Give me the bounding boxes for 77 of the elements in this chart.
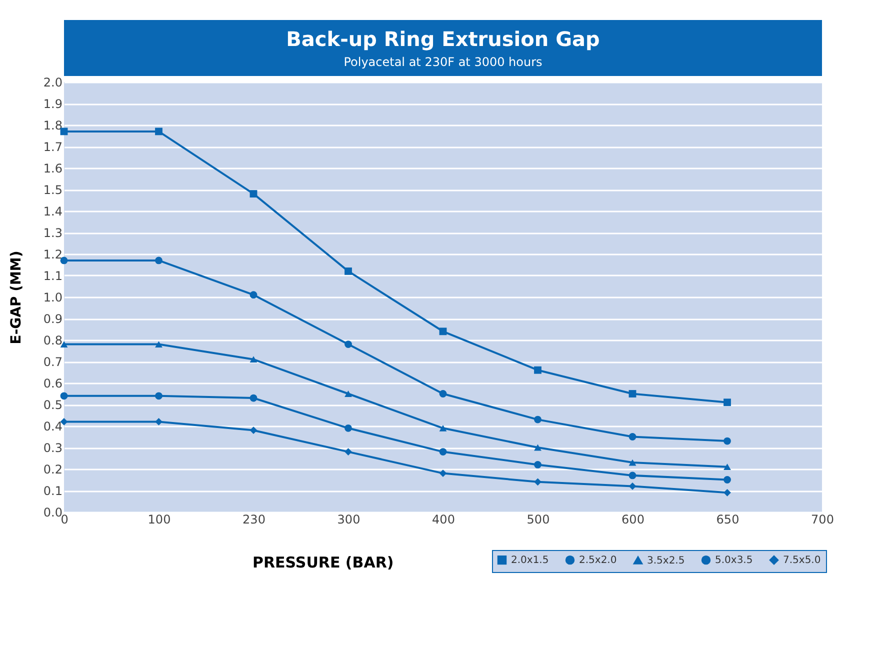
- point: [439, 390, 447, 398]
- y-tick-label: 0.8: [43, 334, 62, 348]
- point: [155, 392, 162, 400]
- point: [344, 267, 352, 275]
- y-tick-label: 0.0: [43, 506, 62, 520]
- point: [155, 128, 162, 136]
- point: [534, 478, 542, 486]
- y-tick-label: 1.4: [43, 204, 62, 218]
- y-tick-label: 1.2: [43, 248, 62, 262]
- point: [439, 424, 447, 432]
- y-tick-label: 1.6: [43, 162, 62, 176]
- point: [534, 444, 542, 451]
- x-tick-label: 100: [148, 512, 171, 526]
- y-tick-label: 0.1: [43, 484, 62, 498]
- y-tick-label: 0.3: [43, 441, 62, 455]
- point: [250, 356, 258, 363]
- point: [628, 482, 636, 490]
- x-tick-label: 600: [622, 512, 644, 526]
- point: [628, 459, 636, 466]
- point: [155, 256, 162, 264]
- point: [250, 291, 258, 299]
- x-tick-label: 700: [811, 512, 834, 526]
- point: [439, 470, 447, 478]
- point: [344, 340, 352, 348]
- point: [155, 418, 162, 426]
- point: [439, 448, 447, 456]
- legend-label: 2.5x2.0: [579, 555, 617, 566]
- legend-label: 3.5x2.5: [647, 555, 685, 566]
- y-tick-label: 0.2: [43, 462, 62, 476]
- point: [344, 424, 352, 432]
- y-tick-label: 1.9: [43, 97, 62, 111]
- point: [60, 392, 68, 400]
- point: [60, 256, 68, 264]
- point: [439, 328, 447, 336]
- point: [250, 394, 258, 402]
- chart-title: Back-up Ring Extrusion Gap: [286, 27, 600, 51]
- point: [60, 128, 68, 136]
- point: [534, 416, 542, 424]
- legend-label: 7.5x5.0: [783, 555, 821, 566]
- point: [344, 448, 352, 456]
- point: [724, 488, 731, 496]
- y-tick-label: 0.5: [43, 398, 62, 412]
- point: [250, 190, 258, 198]
- point: [344, 390, 352, 397]
- chart-subtitle: Polyacetal at 230F at 3000 hours: [344, 55, 542, 69]
- point: [250, 426, 258, 434]
- legend-label: 5.0x3.5: [715, 555, 753, 566]
- y-tick-label: 1.1: [43, 269, 62, 283]
- y-tick-label: 1.7: [43, 140, 62, 154]
- point: [724, 464, 731, 470]
- point: [534, 366, 542, 374]
- y-tick-label: 1.0: [43, 290, 62, 304]
- y-tick-label: 0.7: [43, 355, 62, 369]
- y-tick-label: 0.6: [43, 376, 62, 390]
- point: [534, 461, 542, 468]
- point: [155, 341, 162, 348]
- y-tick-label: 2.0: [43, 76, 62, 90]
- point: [724, 437, 731, 445]
- x-axis-title: PRESSURE (BAR): [252, 554, 394, 572]
- x-tick-label: 400: [432, 512, 455, 526]
- y-tick-label: 1.8: [43, 118, 62, 132]
- x-tick-label: 650: [716, 512, 740, 526]
- y-axis-title: E-GAP (MM): [8, 250, 24, 344]
- point: [628, 390, 636, 398]
- y-tick-label: 0.9: [43, 312, 62, 326]
- x-tick-label: 230: [242, 512, 266, 526]
- legend-label: 2.0x1.5: [511, 555, 549, 566]
- point: [628, 433, 636, 440]
- point: [724, 476, 731, 484]
- x-tick-label: 500: [526, 512, 550, 526]
- y-tick-label: 1.3: [43, 226, 62, 240]
- y-tick-label: 1.5: [43, 183, 62, 197]
- point: [628, 472, 636, 480]
- point: [724, 398, 731, 406]
- x-tick-label: 300: [337, 512, 360, 526]
- y-tick-label: 0.4: [43, 420, 62, 434]
- x-tick-label: 0: [60, 512, 68, 526]
